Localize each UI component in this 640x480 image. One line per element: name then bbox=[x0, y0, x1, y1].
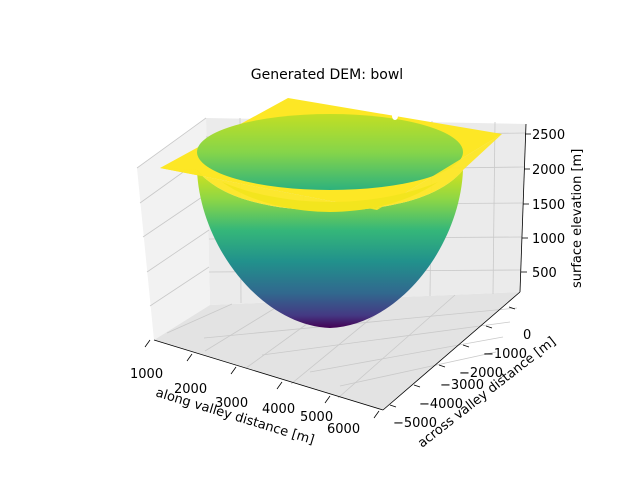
y-tick-label-3: −2000 bbox=[459, 366, 503, 381]
bowl-outer-wall bbox=[197, 170, 463, 328]
rim-highlight bbox=[392, 112, 398, 120]
dem-surface bbox=[160, 98, 502, 328]
axis-edges bbox=[153, 123, 527, 411]
bowl-front-lip bbox=[222, 182, 438, 212]
z-tick-marks bbox=[521, 133, 531, 273]
y-tick-label-2: −1000 bbox=[483, 347, 527, 362]
y-tick-label-1: 0 bbox=[523, 328, 531, 343]
z-tick-label-1: 500 bbox=[532, 266, 557, 281]
chart-title: Generated DEM: bowl bbox=[251, 67, 403, 83]
x-tick-label-6: 6000 bbox=[327, 422, 360, 437]
y-tick-label-4: −3000 bbox=[440, 378, 484, 393]
y-tick-label-5: −4000 bbox=[419, 397, 463, 412]
x-tick-label-5: 5000 bbox=[300, 410, 333, 425]
y-tick-label-6: −5000 bbox=[393, 416, 437, 431]
z-tick-label-3: 1500 bbox=[532, 198, 565, 213]
x-tick-label-1: 1000 bbox=[130, 367, 163, 382]
floor-pane bbox=[154, 292, 520, 410]
x-tick-label-2: 2000 bbox=[174, 382, 207, 397]
z-axis: 500 1000 1500 2000 2500 surface elevatio… bbox=[521, 128, 585, 288]
y-tick-marks bbox=[389, 306, 516, 408]
z-tick-label-5: 2500 bbox=[532, 128, 565, 143]
z-tick-label-2: 1000 bbox=[532, 232, 565, 247]
z-axis-label: surface elevation [m] bbox=[570, 149, 585, 288]
x-tick-label-4: 4000 bbox=[262, 402, 295, 417]
x-tick-marks bbox=[144, 339, 380, 419]
x-tick-label-3: 3000 bbox=[215, 396, 248, 411]
z-tick-label-4: 2000 bbox=[532, 163, 565, 178]
bowl-interior-wall bbox=[197, 114, 463, 190]
